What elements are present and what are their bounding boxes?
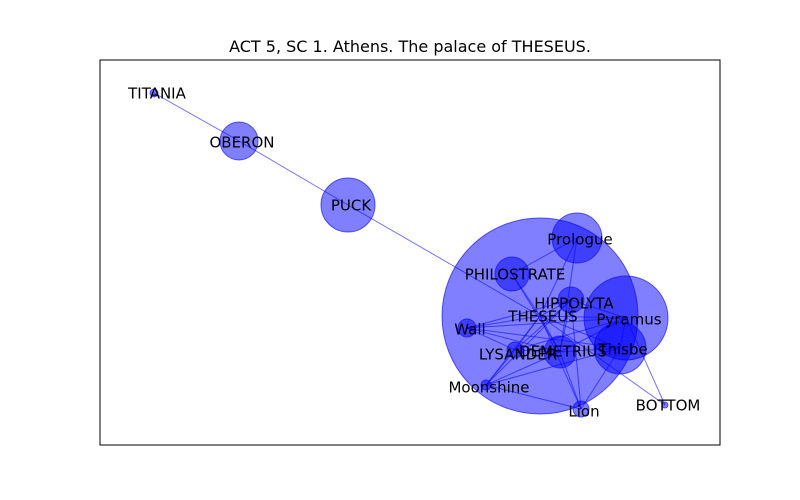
node-label-oberon: OBERON (209, 134, 274, 152)
node-thisbe (593, 321, 647, 375)
node-oberon (219, 121, 259, 161)
node-bottom (661, 401, 669, 409)
node-lysander (506, 341, 524, 359)
plot-frame (99, 59, 721, 446)
node-label-puck: PUCK (331, 197, 372, 215)
node-philostrate (494, 256, 530, 292)
node-moonshine (480, 379, 492, 391)
node-wall (457, 318, 477, 338)
node-demetrius (543, 335, 577, 369)
node-label-thisbe: Thisbe (597, 341, 647, 359)
node-label-titania: TITANIA (127, 85, 186, 103)
node-titania (149, 88, 159, 98)
node-label-demetrius: DEMETRIUS (519, 343, 607, 361)
node-label-philostrate: PHILOSTRATE (465, 266, 566, 284)
node-puck (320, 177, 376, 233)
labels-layer: TITANIA OBERON PUCK Prologue PHILOSTRATE HIPP… (127, 85, 700, 421)
nodes-layer (149, 88, 669, 418)
node-label-lion: Lion (568, 403, 599, 421)
node-label-hippolyta: HIPPOLYTA (534, 295, 614, 313)
node-lion (572, 400, 590, 418)
node-label-moonshine: Moonshine (448, 379, 529, 397)
node-prologue (551, 212, 603, 264)
node-label-theseus: THESEUS (507, 308, 577, 326)
node-label-lysander: LYSANDER (479, 346, 557, 364)
node-label-prologue: Prologue (547, 231, 612, 249)
node-label-wall: Wall (454, 321, 485, 339)
node-label-pyramus: Pyramus (596, 311, 661, 329)
node-hippolyta (557, 286, 585, 314)
node-label-bottom: BOTTOM (636, 397, 701, 415)
figure-title: ACT 5, SC 1. Athens. The palace of THESE… (229, 37, 591, 56)
